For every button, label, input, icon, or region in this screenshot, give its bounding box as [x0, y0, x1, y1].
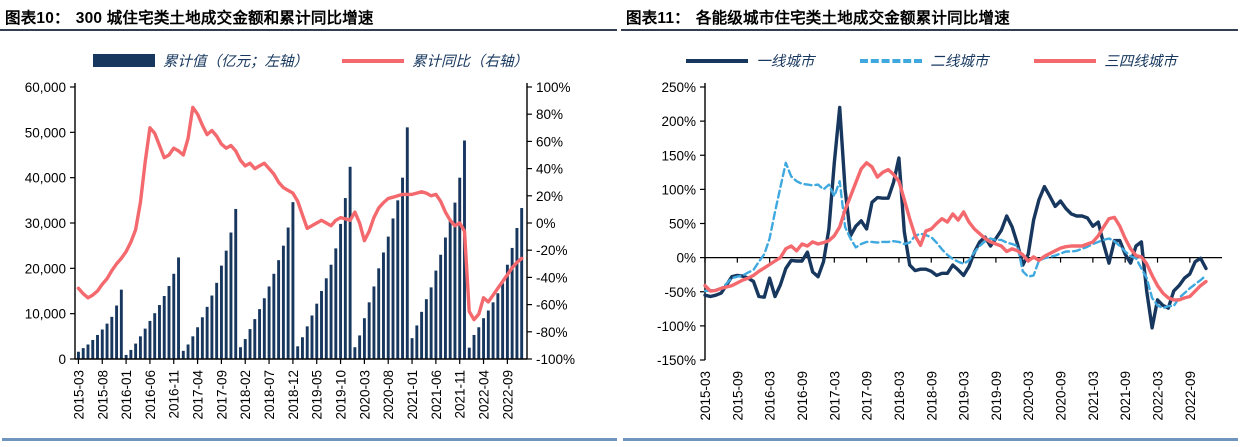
svg-text:10,000: 10,000	[25, 307, 66, 322]
svg-text:2017-04: 2017-04	[191, 370, 206, 420]
svg-text:20%: 20%	[536, 189, 563, 204]
svg-text:50,000: 50,000	[25, 125, 66, 140]
bar-swatch-icon	[93, 54, 155, 67]
svg-text:2020-03: 2020-03	[357, 370, 372, 420]
svg-text:2017-09: 2017-09	[860, 371, 875, 421]
svg-text:-60%: -60%	[536, 298, 568, 313]
legend-label: 一线城市	[756, 54, 815, 70]
legend-item-yoy-line: 累计同比（右轴）	[342, 50, 528, 71]
chart11-legend: 一线城市 二线城市 三四线城市	[621, 50, 1242, 71]
svg-text:2021-09: 2021-09	[1118, 371, 1133, 421]
svg-text:2020-03: 2020-03	[1021, 371, 1036, 421]
svg-text:2018-07: 2018-07	[262, 370, 277, 420]
svg-text:2019-09: 2019-09	[989, 371, 1004, 421]
svg-text:2015-09: 2015-09	[730, 371, 745, 421]
chart10-canvas: 60,000 50,000 40,000 30,000 20,000 10,000 0 100…	[25, 80, 575, 420]
svg-text:2018-12: 2018-12	[286, 370, 301, 420]
svg-text:2021-03: 2021-03	[1086, 371, 1101, 421]
figure-bottom-rule	[2, 438, 617, 441]
svg-text:0%: 0%	[676, 251, 696, 266]
svg-text:40,000: 40,000	[25, 171, 66, 186]
svg-text:2019-03: 2019-03	[957, 371, 972, 421]
svg-text:80%: 80%	[536, 107, 563, 122]
legend-label: 三四线城市	[1104, 54, 1177, 70]
figure-title: 图表10： 300 城住宅类土地成交金额和累计同比增速	[5, 6, 613, 28]
svg-text:30,000: 30,000	[25, 216, 66, 231]
svg-text:2021-11: 2021-11	[453, 370, 468, 419]
svg-text:250%: 250%	[661, 80, 696, 95]
svg-text:2022-03: 2022-03	[1151, 371, 1166, 421]
svg-text:2022-09: 2022-09	[1183, 371, 1198, 421]
svg-text:0: 0	[58, 352, 66, 367]
legend-label: 二线城市	[930, 54, 989, 70]
svg-text:2016-06: 2016-06	[143, 370, 158, 420]
svg-text:0%: 0%	[536, 216, 556, 231]
svg-text:-80%: -80%	[536, 325, 568, 340]
chart11-canvas: 250%200%150%100%50%0%-50%-100%-150%2015-…	[657, 80, 1222, 421]
svg-text:2016-01: 2016-01	[119, 370, 134, 420]
figure-panel-11: 图表11： 各能级城市住宅类土地成交金额累计同比增速 一线城市 二线城市 三四线城…	[621, 0, 1242, 447]
svg-text:2015-08: 2015-08	[95, 370, 110, 420]
legend-item-tier1: 一线城市	[686, 50, 814, 71]
chart10-legend: 累计值（亿元；左轴） 累计同比（右轴）	[0, 50, 621, 71]
svg-text:2019-05: 2019-05	[310, 370, 325, 420]
svg-text:2022-09: 2022-09	[500, 370, 515, 420]
svg-text:2015-03: 2015-03	[698, 371, 713, 421]
line-swatch-icon	[686, 58, 749, 63]
svg-text:2015-03: 2015-03	[71, 370, 86, 420]
figure-label: 图表11：	[626, 10, 690, 27]
svg-text:40%: 40%	[536, 162, 563, 177]
svg-text:2021-01: 2021-01	[405, 370, 420, 420]
figure-label: 图表10：	[5, 10, 70, 27]
svg-text:2021-06: 2021-06	[429, 370, 444, 420]
svg-text:2022-04: 2022-04	[477, 370, 492, 420]
svg-text:60%: 60%	[536, 134, 563, 149]
svg-text:200%: 200%	[661, 114, 696, 129]
legend-label: 累计值（亿元；左轴）	[163, 54, 308, 70]
svg-text:2017-09: 2017-09	[214, 370, 229, 420]
svg-text:2018-02: 2018-02	[238, 370, 253, 420]
svg-text:-50%: -50%	[664, 285, 696, 300]
svg-text:-100%: -100%	[536, 352, 575, 367]
svg-text:100%: 100%	[536, 80, 571, 95]
title-underline	[621, 29, 1238, 31]
line-swatch-icon	[342, 58, 404, 63]
svg-text:2016-11: 2016-11	[167, 370, 182, 419]
figure-panel-10: 图表10： 300 城住宅类土地成交金额和累计同比增速 累计值（亿元；左轴） 累计…	[0, 6, 621, 441]
legend-item-tier34: 三四线城市	[1034, 50, 1177, 71]
svg-text:50%: 50%	[669, 217, 696, 232]
svg-text:2019-10: 2019-10	[334, 370, 349, 420]
title-underline	[0, 29, 617, 31]
figure-title: 图表11： 各能级城市住宅类土地成交金额累计同比增速	[626, 6, 1234, 28]
dashed-line-swatch-icon	[860, 58, 923, 63]
figure-bottom-rule	[623, 438, 1238, 441]
legend-item-tier2: 二线城市	[860, 50, 988, 71]
svg-text:100%: 100%	[661, 182, 696, 197]
svg-text:2020-09: 2020-09	[1054, 371, 1069, 421]
legend-label: 累计同比（右轴）	[412, 54, 528, 70]
figure-title-text: 300 城住宅类土地成交金额和累计同比增速	[75, 10, 374, 27]
svg-text:2020-08: 2020-08	[381, 370, 396, 420]
svg-text:-20%: -20%	[536, 243, 568, 258]
line-swatch-icon	[1034, 58, 1097, 63]
svg-text:20,000: 20,000	[25, 261, 66, 276]
svg-text:2016-03: 2016-03	[763, 371, 778, 421]
svg-text:2018-09: 2018-09	[924, 371, 939, 421]
svg-text:-40%: -40%	[536, 270, 568, 285]
legend-item-bars: 累计值（亿元；左轴）	[93, 50, 308, 71]
svg-text:60,000: 60,000	[25, 80, 66, 95]
svg-text:2016-09: 2016-09	[795, 371, 810, 421]
svg-text:150%: 150%	[661, 148, 696, 163]
svg-text:-100%: -100%	[657, 319, 696, 334]
svg-text:2018-03: 2018-03	[892, 371, 907, 421]
figure-title-text: 各能级城市住宅类土地成交金额累计同比增速	[695, 10, 1010, 27]
svg-text:-150%: -150%	[657, 353, 696, 368]
svg-text:2017-03: 2017-03	[827, 371, 842, 421]
